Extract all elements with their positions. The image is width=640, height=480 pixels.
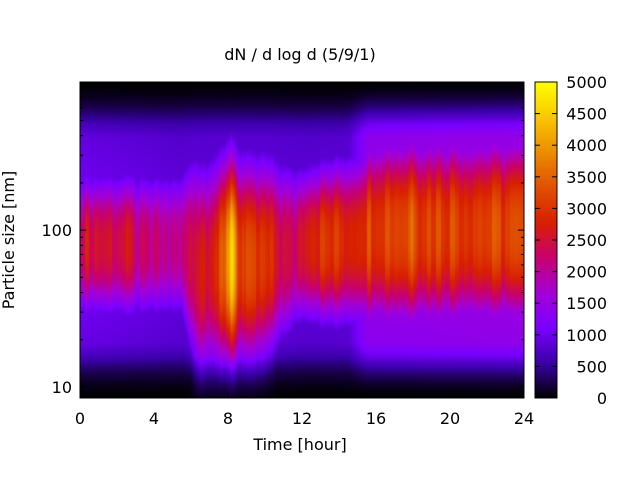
colorbar-tick-label: 3500 (566, 168, 607, 187)
y-axis-label: Particle size [nm] (0, 171, 18, 310)
colorbar-tick-label: 5000 (566, 73, 607, 92)
x-tick-label: 0 (75, 409, 85, 428)
x-axis-label: Time [hour] (252, 435, 346, 454)
x-tick-label: 8 (223, 409, 233, 428)
x-tick-label: 24 (514, 409, 534, 428)
colorbar-tick-label: 4000 (566, 136, 607, 155)
colorbar-tick-label: 0 (597, 389, 607, 408)
colorbar-tick-label: 2500 (566, 231, 607, 250)
colorbar-tick-label: 1000 (566, 326, 607, 345)
colorbar-tick-label: 1500 (566, 294, 607, 313)
x-axis: 0 4 8 12 16 20 24 (75, 82, 534, 428)
chart-title: dN / d log d (5/9/1) (224, 45, 375, 64)
x-tick-label: 20 (440, 409, 460, 428)
colorbar: 0 500 1000 1500 2000 2500 3000 3500 4000 4500 5000 (534, 73, 607, 408)
heatmap-plot-area (80, 82, 524, 398)
colorbar-tick-label: 500 (576, 357, 607, 376)
heatmap-image (80, 82, 524, 398)
colorbar-tick-label: 2000 (566, 263, 607, 282)
x-tick-label: 4 (149, 409, 159, 428)
colorbar-tick-label: 4500 (566, 105, 607, 124)
x-tick-label: 12 (292, 409, 312, 428)
y-tick-label: 100 (41, 221, 72, 240)
y-tick-label: 10 (52, 378, 72, 397)
colorbar-tick-label: 3000 (566, 199, 607, 218)
y-axis: 10 100 (41, 87, 524, 397)
x-tick-label: 16 (366, 409, 386, 428)
